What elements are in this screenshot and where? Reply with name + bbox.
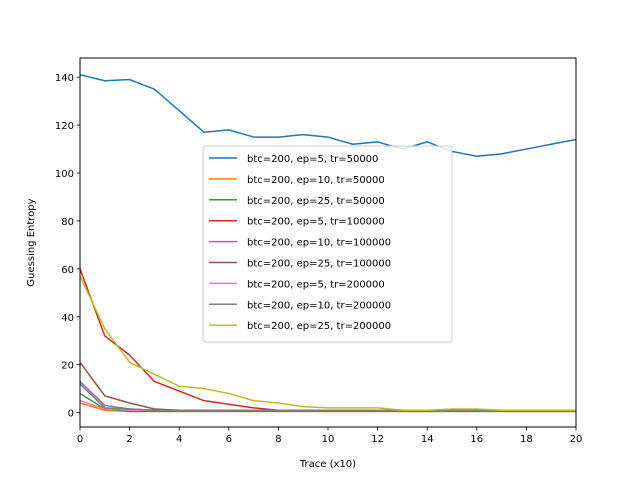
x-tick-label: 6 [226,434,232,445]
x-tick-label: 8 [275,434,281,445]
legend-box [202,145,453,343]
x-tick-label: 16 [470,434,483,445]
y-tick-label: 80 [61,217,74,228]
y-tick-label: 60 [61,265,74,276]
y-tick-label: 40 [61,313,74,324]
y-tick-label: 120 [55,121,74,132]
legend-label: btc=200, ep=25, tr=200000 [247,321,391,332]
legend-label: btc=200, ep=5, tr=200000 [247,279,385,290]
x-tick-label: 20 [570,434,583,445]
legend: btc=200, ep=5, tr=50000 btc=200, ep=10, t… [202,145,453,343]
legend-label: btc=200, ep=25, tr=100000 [247,259,391,270]
legend-label: btc=200, ep=25, tr=50000 [247,196,385,207]
y-axis: 0 20 40 60 80 100 120 140 [55,73,80,420]
legend-label: btc=200, ep=10, tr=200000 [247,300,391,311]
x-tick-label: 0 [77,434,83,445]
y-tick-label: 100 [55,169,74,180]
x-tick-label: 10 [322,434,335,445]
legend-label: btc=200, ep=10, tr=50000 [247,175,385,186]
x-tick-label: 2 [126,434,132,445]
y-tick-label: 140 [55,73,74,84]
y-tick-label: 20 [61,361,74,372]
x-axis-label: Trace (x10) [299,459,356,470]
series-line-1 [80,73,576,157]
legend-label: btc=200, ep=10, tr=100000 [247,238,391,249]
y-tick-label: 0 [68,409,74,420]
x-tick-label: 18 [520,434,533,445]
y-axis-label: Guessing Entropy [26,198,37,286]
legend-label: btc=200, ep=5, tr=100000 [247,217,385,228]
legend-label: btc=200, ep=5, tr=50000 [247,154,378,165]
x-tick-label: 12 [371,434,384,445]
x-axis: 0 2 4 6 8 10 12 14 16 18 20 [77,427,583,445]
series-line-9 [80,275,576,411]
x-tick-label: 4 [176,434,182,445]
plot-area [80,73,576,413]
x-tick-label: 14 [421,434,434,445]
